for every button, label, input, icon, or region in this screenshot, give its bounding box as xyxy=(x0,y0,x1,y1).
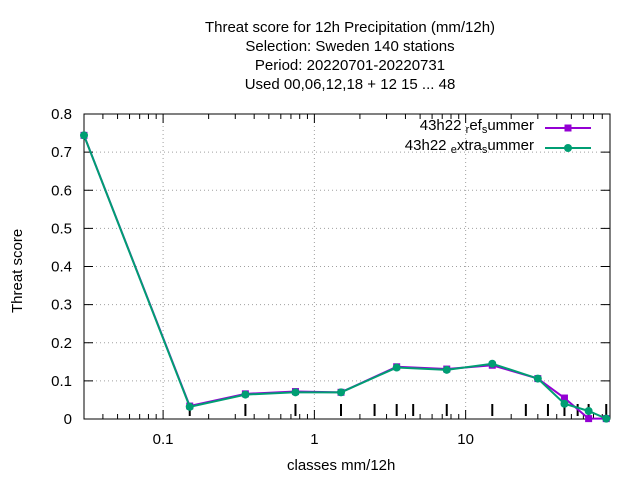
series-0-point-9 xyxy=(560,394,568,402)
series-1-point-9 xyxy=(560,399,569,408)
legend-entry-1: 43h22 extrasummer xyxy=(404,137,534,156)
series-1-point-11 xyxy=(602,414,611,423)
series-1-point-6 xyxy=(442,365,451,374)
plot-frame xyxy=(83,113,611,420)
legend-entry-0: 43h22 refsummer xyxy=(419,117,534,136)
y-axis-label: Threat score xyxy=(9,228,26,313)
y-tick-label-7: 0.7 xyxy=(51,144,72,161)
y-tick-label-1: 0.1 xyxy=(51,373,72,390)
x-tick-label-2: 10 xyxy=(457,431,474,448)
y-tick-label-2: 0.2 xyxy=(51,335,72,352)
series-1-point-4 xyxy=(337,388,346,397)
series-1-point-10 xyxy=(584,406,593,415)
y-tick-label-3: 0.3 xyxy=(51,297,72,314)
chart-title-line-2: Selection: Sweden 140 stations xyxy=(245,38,455,55)
legend-marker-0 xyxy=(564,124,572,132)
legend-marker-1 xyxy=(564,144,572,152)
series-1-point-5 xyxy=(392,363,401,372)
y-tick-label-6: 0.6 xyxy=(51,182,72,199)
y-tick-label-4: 0.4 xyxy=(51,259,72,276)
x-tick-label-0: 0.1 xyxy=(153,431,174,448)
y-tick-label-8: 0.8 xyxy=(51,106,72,123)
chart-title-line-4: Used 00,06,12,18 + 12 15 ... 48 xyxy=(244,76,456,93)
series-1-point-7 xyxy=(488,359,497,368)
series-1-point-2 xyxy=(241,390,250,399)
series-1-point-0 xyxy=(80,131,88,140)
x-tick-label-1: 1 xyxy=(310,431,318,448)
series-line-1 xyxy=(83,134,607,420)
series-1-point-1 xyxy=(185,402,194,411)
x-axis-label: classes mm/12h xyxy=(287,457,396,474)
y-tick-label-5: 0.5 xyxy=(51,220,72,237)
series-0-point-10 xyxy=(585,415,593,423)
chart-title-line-1: Threat score for 12h Precipitation (mm/1… xyxy=(204,19,496,36)
y-tick-label-0: 0 xyxy=(64,411,72,428)
series-1-point-3 xyxy=(291,388,300,397)
chart-title-line-3: Period: 20220701-20220731 xyxy=(254,57,446,74)
series-1-point-8 xyxy=(533,374,542,383)
